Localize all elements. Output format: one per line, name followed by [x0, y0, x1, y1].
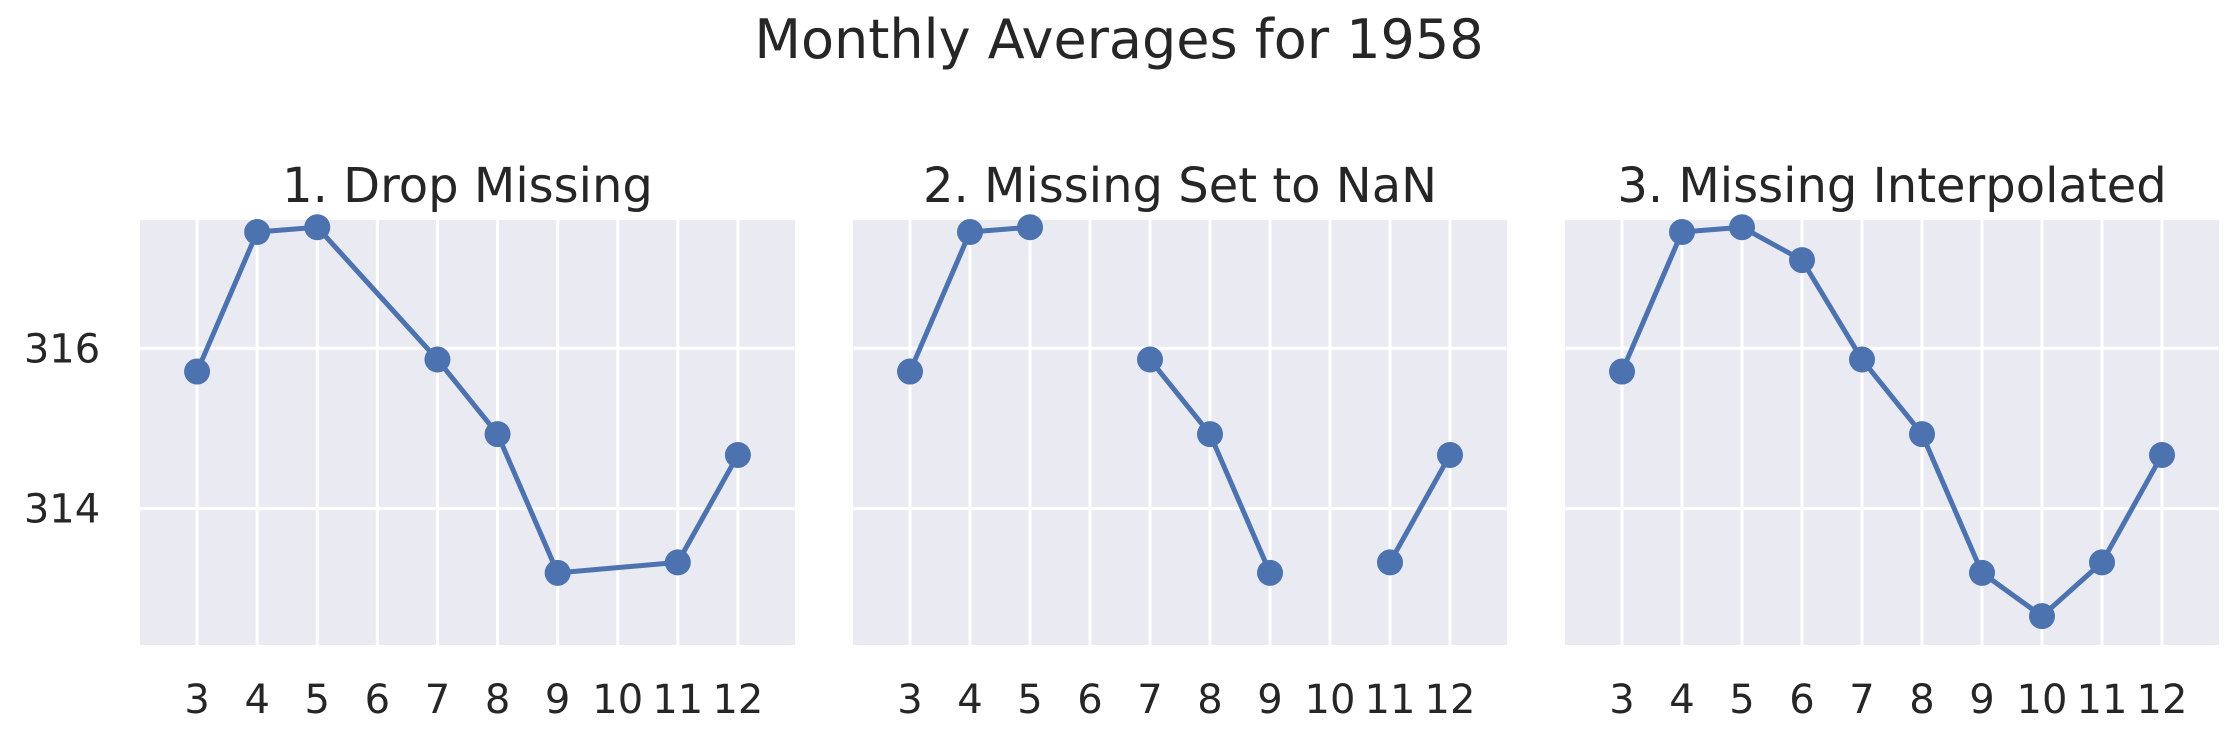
x-tick-label: 5 [1729, 677, 1754, 723]
series-line [1387, 453, 1453, 564]
x-tick-label: 9 [1969, 677, 1994, 723]
data-point [244, 219, 271, 246]
x-tick-label: 10 [2017, 677, 2068, 723]
x-tick-label: 11 [652, 677, 703, 723]
data-point [1849, 346, 1875, 373]
data-point [1609, 358, 1635, 385]
data-point [2089, 549, 2115, 576]
x-tick-label: 7 [1849, 677, 1874, 723]
data-point [664, 549, 691, 576]
data-point [184, 358, 211, 385]
x-tick-label: 3 [184, 677, 209, 723]
x-tick-label: 4 [957, 677, 982, 723]
x-tick-label: 6 [365, 677, 390, 723]
plot-area-1 [140, 220, 795, 645]
x-tick-label: 3 [897, 677, 922, 723]
x-tick-label: 6 [1077, 677, 1102, 723]
data-point [1669, 219, 1695, 246]
x-tick-label: 4 [244, 677, 269, 723]
plot-area-3 [1565, 220, 2219, 645]
series-line [1619, 224, 2165, 619]
data-point [1789, 247, 1815, 274]
x-tick-label: 11 [1365, 677, 1416, 723]
data-point [897, 358, 923, 385]
x-tick-label: 10 [1305, 677, 1356, 723]
subplot-title-2: 2. Missing Set to NaN [923, 158, 1437, 214]
data-point [1437, 441, 1463, 468]
data-point [1017, 214, 1043, 241]
x-tick-label: 12 [2137, 677, 2188, 723]
x-tick-label: 5 [305, 677, 330, 723]
x-tick-label: 8 [1909, 677, 1934, 723]
data-point [424, 346, 451, 373]
y-tick-label: 316 [24, 326, 100, 372]
x-tick-label: 7 [1137, 677, 1162, 723]
x-tick-label: 6 [1789, 677, 1814, 723]
x-tick-label: 12 [1425, 677, 1476, 723]
y-tick-label: 314 [24, 487, 100, 533]
x-tick-label: 9 [545, 677, 570, 723]
subplot-title-3: 3. Missing Interpolated [1617, 158, 2166, 214]
data-point [957, 219, 983, 246]
data-point [724, 441, 751, 468]
data-point [1197, 421, 1223, 448]
x-tick-label: 7 [425, 677, 450, 723]
x-tick-label: 12 [712, 677, 763, 723]
data-point [1137, 346, 1163, 373]
data-point [2029, 603, 2055, 630]
data-point [1909, 421, 1935, 448]
data-point [2149, 441, 2175, 468]
subplot-title-1: 1. Drop Missing [282, 158, 653, 214]
x-tick-label: 9 [1257, 677, 1282, 723]
data-point [304, 214, 331, 241]
x-tick-label: 3 [1609, 677, 1634, 723]
data-point [1969, 559, 1995, 586]
x-tick-label: 10 [592, 677, 643, 723]
data-point [484, 421, 511, 448]
x-tick-label: 5 [1017, 677, 1042, 723]
x-tick-label: 11 [2077, 677, 2128, 723]
x-tick-label: 8 [1197, 677, 1222, 723]
x-tick-label: 8 [485, 677, 510, 723]
figure-title: Monthly Averages for 1958 [754, 8, 1484, 71]
plot-area-2 [853, 220, 1507, 645]
data-point [1257, 559, 1283, 586]
x-tick-label: 4 [1669, 677, 1694, 723]
data-point [544, 559, 571, 586]
data-point [1377, 549, 1403, 576]
data-point [1729, 214, 1755, 241]
